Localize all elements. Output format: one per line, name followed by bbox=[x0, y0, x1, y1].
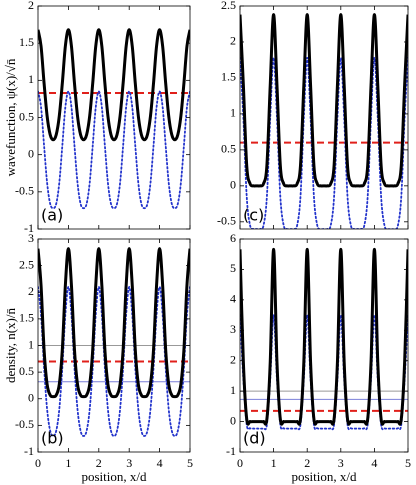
series-line bbox=[38, 90, 190, 210]
x-axis-label: position, x/d bbox=[81, 469, 147, 484]
series-line bbox=[240, 247, 408, 426]
y-tick-label: 0 bbox=[230, 178, 236, 192]
x-tick-label: 3 bbox=[338, 456, 344, 470]
x-tick-label: 5 bbox=[405, 456, 411, 470]
y-tick-label: 2.5 bbox=[19, 257, 34, 271]
y-tick-label: 1.5 bbox=[19, 311, 34, 325]
y-tick-label: 5 bbox=[230, 261, 236, 275]
y-tick-label: 0.5 bbox=[19, 364, 34, 378]
x-tick-label: 2 bbox=[304, 456, 310, 470]
y-tick-label: 3 bbox=[28, 231, 34, 245]
y-tick-label: 0 bbox=[28, 146, 34, 160]
y-tick-label: 2.5 bbox=[221, 0, 236, 12]
y-tick-label: 3 bbox=[230, 322, 236, 336]
y-tick-label: 0 bbox=[230, 413, 236, 427]
axes-frame bbox=[239, 238, 409, 453]
y-tick-label: 1 bbox=[230, 383, 236, 397]
axes-frame bbox=[239, 5, 409, 230]
panel-label: (a) bbox=[41, 206, 63, 225]
series-line bbox=[38, 28, 190, 142]
y-tick-label: 2 bbox=[28, 0, 34, 12]
x-axis-label: position, x/d bbox=[291, 469, 357, 484]
panel-label: (c) bbox=[243, 206, 264, 225]
x-tick-label: 1 bbox=[65, 456, 71, 470]
y-tick-label: 2 bbox=[28, 284, 34, 298]
y-tick-label: -1 bbox=[24, 221, 34, 235]
y-tick-label: 0 bbox=[28, 391, 34, 405]
y-axis-label: density, n(x)/n̄ bbox=[3, 308, 18, 383]
y-tick-label: 4 bbox=[230, 292, 236, 306]
y-tick-label: -1 bbox=[24, 444, 34, 458]
x-tick-label: 5 bbox=[187, 456, 193, 470]
x-tick-label: 4 bbox=[371, 456, 377, 470]
y-tick-label: 6 bbox=[230, 231, 236, 245]
x-tick-label: 0 bbox=[237, 456, 243, 470]
series-line bbox=[240, 314, 408, 431]
y-tick-label: 1 bbox=[28, 337, 34, 351]
series-line bbox=[38, 247, 190, 399]
y-tick-label: 1.5 bbox=[19, 35, 34, 49]
series-line bbox=[240, 56, 408, 229]
x-tick-label: 3 bbox=[126, 456, 132, 470]
series-line bbox=[240, 13, 408, 188]
panel-label: (d) bbox=[243, 429, 266, 448]
y-tick-label: 2 bbox=[230, 34, 236, 48]
y-axis-label: wavefunction, ψ(x)/√n̄ bbox=[3, 58, 18, 176]
y-tick-label: 1 bbox=[28, 72, 34, 86]
y-tick-label: -0.5 bbox=[217, 214, 236, 228]
y-tick-label: -0.5 bbox=[15, 417, 34, 431]
plot-area bbox=[38, 247, 190, 437]
y-tick-label: 0.5 bbox=[221, 142, 236, 156]
y-tick-label: 1 bbox=[230, 106, 236, 120]
panel-label: (b) bbox=[41, 429, 64, 448]
axes-frame bbox=[37, 5, 191, 230]
plot-area bbox=[38, 28, 190, 210]
y-tick-label: 2 bbox=[230, 352, 236, 366]
y-tick-label: 1.5 bbox=[221, 70, 236, 84]
x-tick-label: 0 bbox=[35, 456, 41, 470]
x-tick-label: 1 bbox=[271, 456, 277, 470]
y-tick-label: 0.5 bbox=[19, 109, 34, 123]
x-tick-label: 4 bbox=[157, 456, 163, 470]
y-tick-label: -1 bbox=[226, 444, 236, 458]
y-tick-label: -0.5 bbox=[15, 184, 34, 198]
plot-area bbox=[240, 13, 408, 229]
plot-area bbox=[240, 247, 408, 431]
x-tick-label: 2 bbox=[96, 456, 102, 470]
